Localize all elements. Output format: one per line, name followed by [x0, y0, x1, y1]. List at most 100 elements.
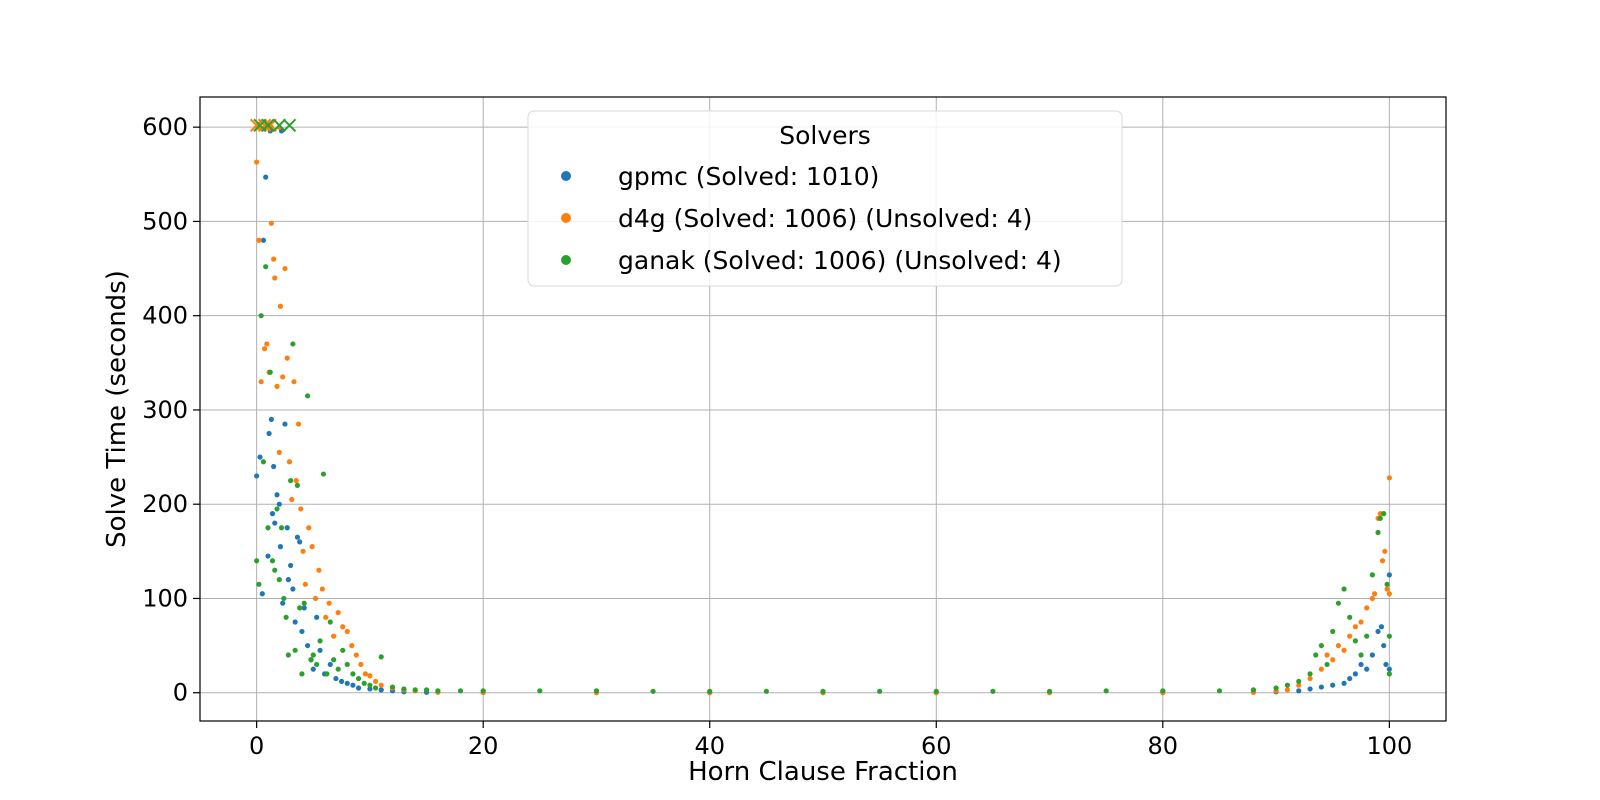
point-gpmc: [1381, 642, 1387, 649]
point-ganak: [1352, 638, 1358, 644]
point-ganak: [283, 614, 289, 620]
y-tick-label: 400: [142, 302, 188, 330]
point-ganak: [1296, 678, 1302, 685]
point-gpmc: [310, 666, 316, 672]
point-ganak: [537, 688, 543, 694]
unsolved-marker-ganak: [261, 118, 275, 132]
point-gpmc: [272, 520, 278, 526]
point-ganak: [593, 688, 600, 694]
point-d4g: [349, 642, 355, 649]
point-d4g: [302, 581, 308, 587]
point-ganak: [1386, 633, 1392, 639]
point-d4g: [280, 374, 286, 380]
point-ganak: [1046, 688, 1053, 694]
point-gpmc: [266, 430, 272, 437]
point-d4g: [271, 256, 277, 262]
point-d4g: [289, 496, 295, 503]
point-d4g: [1284, 687, 1291, 693]
point-ganak: [1369, 572, 1375, 578]
point-d4g: [353, 652, 359, 658]
legend-box: [527, 110, 1123, 287]
point-ganak: [335, 666, 341, 672]
x-tick-label: 20: [468, 732, 499, 760]
point-d4g: [367, 673, 373, 679]
point-gpmc: [299, 628, 305, 635]
point-gpmc: [284, 525, 290, 531]
point-ganak: [389, 684, 396, 690]
point-gpmc: [1386, 666, 1392, 672]
point-gpmc: [1383, 661, 1389, 668]
point-ganak: [350, 671, 356, 677]
legend-entry-ganak: ganak (Solved: 1006) (Unsolved: 4): [618, 246, 1062, 275]
point-gpmc: [268, 416, 274, 422]
point-ganak: [1273, 685, 1279, 691]
point-ganak: [763, 688, 769, 694]
point-ganak: [361, 680, 367, 686]
point-ganak: [1307, 671, 1313, 677]
point-ganak: [1103, 688, 1109, 694]
point-d4g: [316, 567, 322, 573]
point-d4g: [274, 383, 280, 389]
point-gpmc: [1378, 624, 1385, 630]
point-d4g: [358, 661, 364, 668]
point-ganak: [314, 661, 320, 668]
point-gpmc: [355, 685, 362, 691]
point-ganak: [292, 647, 298, 653]
point-d4g: [312, 595, 319, 602]
point-d4g: [300, 548, 306, 554]
point-ganak: [1313, 652, 1319, 658]
point-gpmc: [265, 553, 271, 559]
point-d4g: [319, 586, 325, 592]
point-gpmc: [1352, 671, 1358, 677]
point-ganak: [1318, 642, 1324, 649]
point-d4g: [286, 459, 293, 465]
point-ganak: [423, 687, 430, 693]
point-ganak: [310, 652, 316, 658]
point-d4g: [306, 525, 312, 531]
point-gpmc: [297, 539, 303, 545]
point-ganak: [1347, 614, 1353, 620]
point-ganak: [324, 671, 330, 677]
point-ganak: [258, 313, 264, 319]
point-d4g: [344, 628, 350, 635]
point-ganak: [272, 567, 278, 573]
point-ganak: [877, 688, 883, 694]
point-d4g: [1318, 666, 1324, 672]
point-ganak: [256, 581, 262, 587]
point-ganak: [1216, 688, 1223, 694]
point-d4g: [293, 478, 299, 484]
y-tick-label: 100: [142, 584, 188, 612]
point-d4g: [1330, 657, 1336, 663]
point-gpmc: [290, 586, 296, 592]
point-gpmc: [1347, 675, 1353, 682]
point-d4g: [1386, 475, 1392, 481]
point-d4g: [256, 237, 262, 243]
point-d4g: [264, 341, 270, 347]
point-d4g: [1335, 642, 1341, 649]
point-ganak: [401, 686, 407, 692]
point-d4g: [254, 159, 260, 165]
point-d4g: [261, 346, 268, 352]
point-ganak: [820, 688, 826, 694]
x-axis-label: Horn Clause Fraction: [688, 757, 958, 787]
point-d4g: [268, 220, 274, 226]
point-d4g: [272, 275, 278, 281]
point-d4g: [1347, 633, 1353, 639]
point-d4g: [331, 633, 337, 639]
point-ganak: [299, 671, 305, 677]
point-d4g: [295, 421, 302, 427]
point-d4g: [362, 671, 368, 677]
point-d4g: [1296, 682, 1302, 688]
y-tick-label: 500: [142, 207, 188, 235]
point-gpmc: [327, 661, 333, 668]
point-gpmc: [292, 619, 298, 625]
x-tick-label: 0: [249, 732, 264, 760]
point-d4g: [323, 614, 329, 620]
point-gpmc: [282, 421, 288, 427]
point-ganak: [1377, 515, 1383, 521]
y-tick-label: 200: [142, 490, 188, 518]
x-tick-label: 100: [1366, 732, 1412, 760]
y-tick-label: 0: [173, 679, 188, 707]
point-ganak: [301, 600, 307, 606]
